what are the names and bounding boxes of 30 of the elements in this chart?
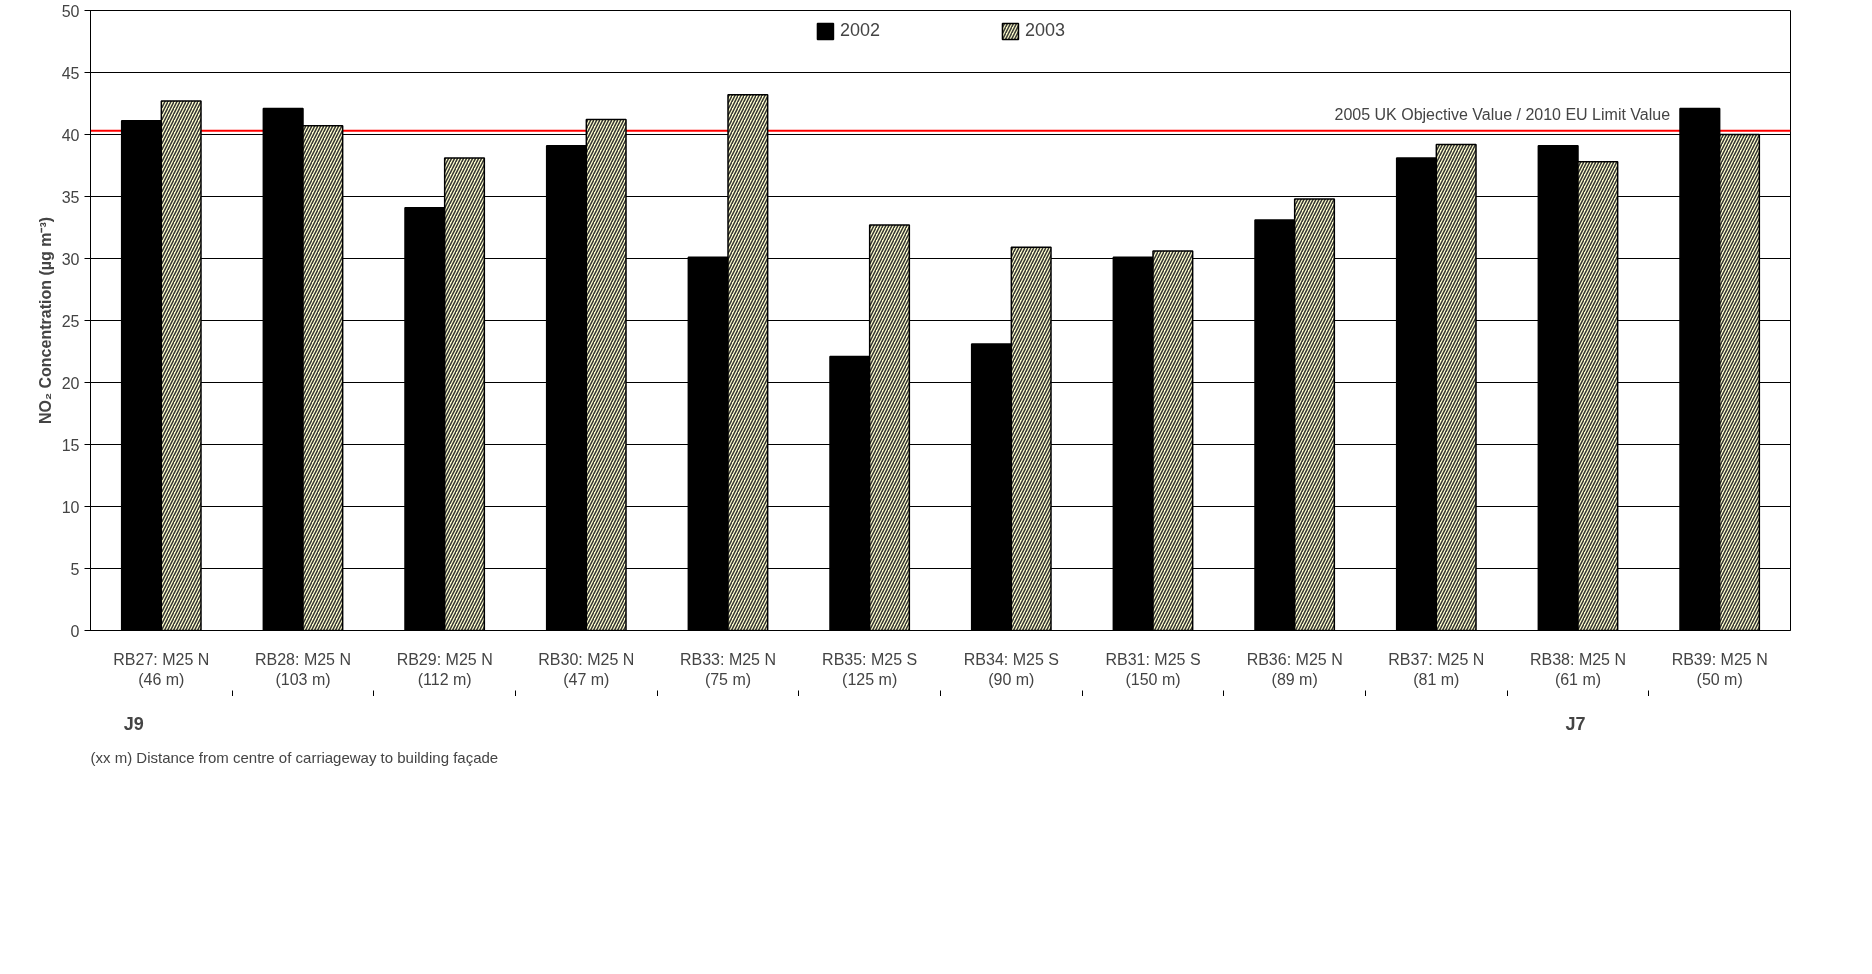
text: J9	[123, 714, 144, 734]
y-axis-title: NO₂ Concentration (µg m⁻³)	[36, 216, 54, 425]
y-tick-label: 20	[61, 374, 80, 392]
x-tick-label: RB39: M25 N (50 m)	[1671, 650, 1768, 688]
y-tick-label: 25	[61, 312, 80, 330]
legend-label: 2003	[1025, 20, 1066, 41]
text: J7	[1565, 714, 1586, 734]
x-tick-label: RB30: M25 N (47 m)	[538, 650, 635, 688]
y-tick-label: 50	[61, 2, 80, 20]
y-tick-label: 10	[61, 498, 80, 516]
y-tick-label: 45	[61, 64, 80, 82]
x-tick-label: RB38: M25 N (61 m)	[1529, 650, 1627, 688]
x-tick-label: RB34: M25 S (90 m)	[963, 650, 1059, 688]
y-tick-label: 5	[70, 560, 80, 578]
x-tick-label: RB37: M25 N (81 m)	[1388, 650, 1485, 688]
x-tick-label: RB28: M25 N (103 m)	[254, 650, 352, 688]
y-tick-label: 35	[61, 188, 80, 206]
x-tick-label: RB35: M25 S (125 m)	[822, 650, 918, 688]
x-tick-label: RB31: M25 S (150 m)	[1105, 650, 1201, 688]
text: (xx m) Distance from centre of carriageway to building façade	[90, 748, 499, 766]
x-tick-label: RB36: M25 N (89 m)	[1246, 650, 1343, 688]
ref-line-label: 2005 UK Objective Value / 2010 EU Limit Value	[1334, 105, 1671, 123]
y-tick-label: 15	[61, 436, 80, 454]
y-tick-label: 0	[70, 622, 80, 640]
x-tick-label: RB33: M25 N (75 m)	[679, 650, 777, 688]
x-tick-label: RB27: M25 N (46 m)	[113, 650, 210, 688]
y-tick-label: 30	[61, 250, 80, 268]
y-tick-label: 40	[61, 126, 80, 144]
legend-label: 2002	[839, 20, 880, 41]
x-tick-label: RB29: M25 N (112 m)	[396, 650, 493, 688]
